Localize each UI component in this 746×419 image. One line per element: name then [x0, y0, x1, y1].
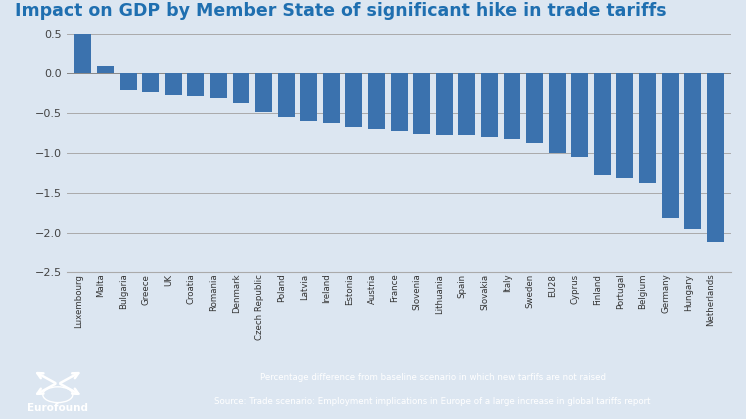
Bar: [639, 73, 656, 183]
Bar: [684, 73, 701, 229]
Bar: [594, 73, 611, 175]
Text: Impact on GDP by Member State of significant hike in trade tariffs: Impact on GDP by Member State of signifi…: [15, 2, 666, 20]
Bar: [75, 34, 92, 73]
Bar: [278, 73, 295, 117]
Bar: [706, 73, 724, 242]
Bar: [233, 73, 249, 103]
Text: Eurofound: Eurofound: [28, 403, 88, 413]
Bar: [616, 73, 633, 178]
Bar: [481, 73, 498, 137]
Bar: [368, 73, 385, 129]
Bar: [458, 73, 475, 135]
Bar: [165, 73, 182, 95]
Bar: [504, 73, 521, 140]
Bar: [436, 73, 453, 134]
Bar: [255, 73, 272, 112]
Bar: [142, 73, 159, 92]
Bar: [323, 73, 340, 124]
Bar: [662, 73, 679, 218]
Bar: [526, 73, 543, 142]
Bar: [391, 73, 407, 132]
Bar: [571, 73, 589, 157]
Bar: [549, 73, 565, 153]
Bar: [413, 73, 430, 134]
Bar: [97, 66, 114, 73]
Bar: [301, 73, 317, 121]
Bar: [187, 73, 204, 96]
Bar: [119, 73, 137, 90]
Text: Percentage difference from baseline scenario in which new tarfifs are not raised: Percentage difference from baseline scen…: [260, 373, 606, 382]
Text: Source: Trade scenario: Employment implications in Europe of a large increase in: Source: Trade scenario: Employment impli…: [214, 398, 651, 406]
Bar: [345, 73, 363, 127]
Bar: [210, 73, 227, 98]
